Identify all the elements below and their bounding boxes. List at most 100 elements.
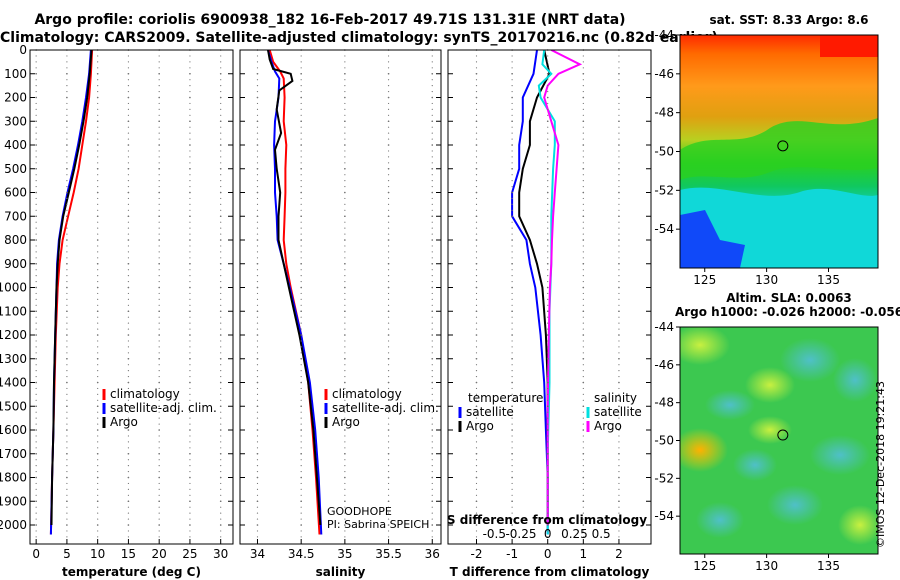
grid-dot [220,185,222,188]
grid-dot [547,126,549,128]
grid-dot [582,269,584,271]
grid-dot [582,73,584,75]
grid-dot [582,61,584,63]
grid-dot [220,96,222,99]
grid-dot [618,447,620,449]
grid-dot [582,132,584,134]
grid-dot [97,90,99,93]
grid-dot [618,102,620,105]
grid-dot [256,482,259,485]
grid-dot [256,512,259,514]
profile-title: Argo profile: coriolis 6900938_182 16-Fe… [34,12,626,28]
grid-dot [189,328,191,330]
grid-dot [220,61,222,63]
grid-dot [158,447,160,449]
grid-dot [344,435,346,437]
grid-dot [158,215,160,217]
grid-dot [618,310,620,312]
grid-dot [35,174,37,176]
grid-dot [475,126,478,128]
grid-dot [300,286,302,289]
grid-dot [618,316,620,318]
grid-dot [97,375,99,378]
grid-dot [511,144,513,146]
grid-dot [511,108,513,110]
grid-dot [431,322,433,324]
grid-dot [431,227,433,229]
grid-dot [35,393,37,395]
grid-dot [387,381,390,384]
grid-dot [582,263,584,265]
grid-dot [582,494,584,496]
grid-dot [220,239,222,241]
grid-dot [344,447,346,449]
grid-dot [582,328,584,330]
grid-dot [189,257,191,259]
grid-dot [300,500,302,502]
grid-dot [387,512,390,514]
grid-dot [35,233,37,235]
grid-dot [35,191,37,194]
grid-dot [582,185,584,188]
grid-dot [344,482,346,485]
y-tick-label: 2000 [0,518,27,532]
grid-dot [582,310,584,312]
grid-dot [256,352,259,354]
grid-dot [344,162,346,164]
grid-dot [387,215,390,217]
grid-dot [220,334,222,336]
grid-dot [220,340,222,342]
grid-dot [189,227,191,229]
grid-dot [387,280,390,283]
grid-dot [66,162,68,164]
grid-dot [547,482,549,485]
grid-dot [97,138,99,140]
grid-dot [431,358,433,360]
grid-dot [582,316,584,318]
grid-dot [582,203,584,205]
grid-dot [35,85,37,87]
grid-dot [256,316,259,318]
grid-dot [475,245,478,247]
grid-dot [431,352,433,354]
grid-dot [300,280,302,283]
grid-dot [300,191,302,194]
grid-dot [387,370,390,372]
grid-dot [158,239,160,241]
map-x-tick-label: 135 [817,273,840,287]
grid-dot [158,114,160,116]
grid-dot [511,405,513,407]
grid-dot [387,185,390,188]
grid-dot [475,138,478,140]
grid-dot [547,506,549,508]
sla-map-frame [679,326,879,555]
grid-dot [618,221,620,223]
grid-dot [220,132,222,134]
grid-dot [256,476,259,479]
grid-dot [387,316,390,318]
grid-dot [618,453,620,455]
grid-dot [127,90,130,93]
grid-dot [431,512,433,514]
grid-dot [127,429,130,431]
grid-dot [618,370,620,372]
grid-dot [387,459,390,461]
grid-dot [189,245,191,247]
grid-dot [66,233,68,235]
grid-dot [97,269,99,271]
grid-dot [547,310,549,312]
grid-dot [300,387,302,390]
grid-dot [431,316,433,318]
grid-dot [97,358,99,360]
map-y-tick-label: -48 [654,106,674,120]
grid-dot [66,73,68,75]
grid-dot [344,269,346,271]
grid-dot [189,399,191,401]
grid-dot [97,280,99,283]
grid-dot [256,257,259,259]
grid-dot [127,126,130,128]
grid-dot [344,108,346,110]
grid-dot [35,73,37,75]
grid-dot [189,393,191,395]
grid-dot [189,292,191,295]
